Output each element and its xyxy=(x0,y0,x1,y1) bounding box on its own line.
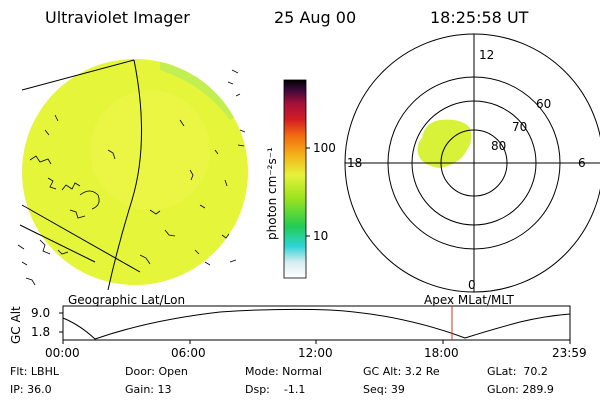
mlt-label-12: 12 xyxy=(479,48,495,62)
mlt-label-18: 18 xyxy=(347,156,363,170)
date-label: 25 Aug 00 xyxy=(274,8,357,27)
geographic-image xyxy=(17,59,248,291)
coastlines xyxy=(17,69,246,286)
altitude-ytick-low: 1.8 xyxy=(31,325,51,339)
ip-info: IP: 36.0 xyxy=(10,383,52,396)
dsp-info: Dsp: -1.1 xyxy=(245,383,306,396)
altitude-xtick-0000: 00:00 xyxy=(45,346,80,360)
lat-label-80: 80 xyxy=(491,139,507,153)
mlt-label-6: 6 xyxy=(578,156,586,170)
colorbar-tick-100: 100 xyxy=(313,141,336,155)
glat-info: GLat: 70.2 xyxy=(487,365,548,378)
colorbar-unit-label: photon cm⁻²s⁻¹ xyxy=(265,147,279,240)
altitude-xtick-1800: 18:00 xyxy=(424,346,459,360)
lat-label-60: 60 xyxy=(536,97,552,111)
altitude-xtick-1200: 12:00 xyxy=(298,346,333,360)
colorbar-tick-10: 10 xyxy=(313,229,329,243)
gc-alt-info: GC Alt: 3.2 Re xyxy=(363,365,440,378)
colorbar xyxy=(283,79,310,279)
altitude-plot xyxy=(59,305,571,344)
mode-info: Mode: Normal xyxy=(245,365,322,378)
altitude-xtick-2359: 23:59 xyxy=(552,346,587,360)
mlt-label-0: 0 xyxy=(468,278,476,292)
gain-info: Gain: 13 xyxy=(125,383,172,396)
apex-caption: Apex MLat/MLT xyxy=(424,293,514,307)
aurora-oval xyxy=(417,119,472,168)
instrument-title: Ultraviolet Imager xyxy=(45,8,190,27)
polar-plot xyxy=(344,33,600,293)
lat-label-70: 70 xyxy=(512,120,528,134)
seq-info: Seq: 39 xyxy=(363,383,405,396)
filter-info: Flt: LBHL xyxy=(10,365,59,378)
geographic-caption: Geographic Lat/Lon xyxy=(68,293,186,307)
altitude-xtick-0600: 06:00 xyxy=(171,346,206,360)
altitude-ylabel: GC Alt xyxy=(9,306,23,344)
altitude-curve xyxy=(62,308,571,340)
altitude-ytick-high: 9.0 xyxy=(31,306,51,320)
glon-info: GLon: 289.9 xyxy=(487,383,554,396)
door-info: Door: Open xyxy=(125,365,188,378)
time-label: 18:25:58 UT xyxy=(430,8,529,27)
